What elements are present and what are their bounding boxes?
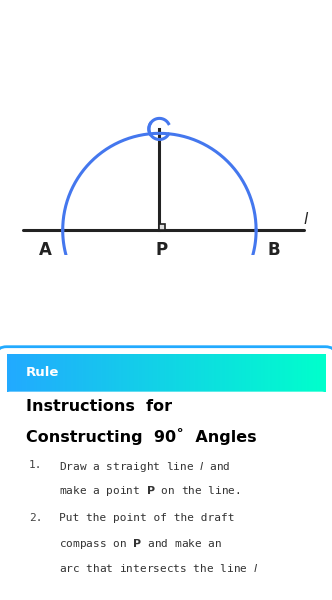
Text: P: P (155, 241, 167, 259)
Text: Rule: Rule (26, 367, 59, 379)
Text: B: B (267, 241, 280, 259)
Text: Put the point of the draft: Put the point of the draft (59, 513, 235, 523)
Text: arc that intersects the line $\mathit{l}$: arc that intersects the line $\mathit{l}… (59, 562, 259, 574)
FancyBboxPatch shape (7, 392, 325, 597)
Text: A: A (39, 241, 51, 259)
Text: make a point $\mathbf{P}$ on the line.: make a point $\mathbf{P}$ on the line. (59, 484, 241, 498)
Text: compass on $\mathbf{P}$ and make an: compass on $\mathbf{P}$ and make an (59, 538, 222, 551)
Text: Draw a straight line $\mathit{l}$ and: Draw a straight line $\mathit{l}$ and (59, 460, 231, 474)
Text: Instructions  for: Instructions for (26, 399, 172, 414)
Text: 2.: 2. (29, 513, 42, 523)
FancyBboxPatch shape (0, 347, 332, 600)
Text: $\mathit{l}$: $\mathit{l}$ (303, 211, 309, 227)
Polygon shape (159, 224, 165, 230)
Text: 1.: 1. (29, 460, 42, 470)
Text: Constructing  90˚  Angles: Constructing 90˚ Angles (26, 428, 256, 445)
